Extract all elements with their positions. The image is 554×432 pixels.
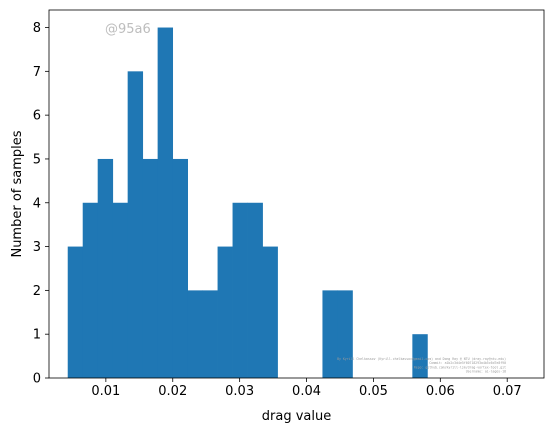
histogram-bar (187, 290, 203, 378)
histogram-bar (232, 202, 248, 378)
histogram-bar (322, 290, 338, 378)
x-axis-label: drag value (262, 409, 331, 424)
x-tick-label: 0.06 (426, 384, 455, 399)
histogram-bar (157, 27, 174, 379)
y-tick-label: 5 (33, 152, 41, 167)
histogram-bar (97, 158, 114, 378)
histogram-bar (412, 334, 428, 378)
histogram-bar (142, 158, 159, 378)
y-tick-label: 2 (33, 284, 41, 299)
histogram-bar (202, 290, 218, 378)
plot-frame (48, 9, 545, 379)
x-axis-ticks: 0.01 0.02 0.03 0.04 0.05 0.06 0.07 (91, 378, 522, 399)
histogram-bars (67, 27, 428, 379)
histogram-bar (172, 158, 188, 378)
watermark-text: @95a6 (105, 22, 151, 37)
y-tick-label: 8 (33, 21, 41, 36)
histogram-bar (217, 246, 233, 378)
histogram-bar (262, 246, 278, 378)
histogram-bar (127, 71, 144, 378)
histogram-bar (112, 202, 129, 378)
credit-line: Repo: github.com/kyrill-ljm/drag-vortex-… (414, 365, 506, 369)
y-tick-label: 3 (33, 240, 41, 255)
y-tick-label: 7 (33, 65, 41, 80)
credit-line: Username: ai-lagos-18 (466, 370, 506, 374)
y-tick-label: 4 (33, 196, 41, 211)
y-axis-label: Number of samples (10, 130, 25, 257)
histogram-bar (67, 246, 84, 378)
histogram-bar (247, 202, 263, 378)
x-tick-label: 0.01 (91, 384, 120, 399)
x-tick-label: 0.07 (493, 384, 522, 399)
x-tick-label: 0.04 (292, 384, 321, 399)
credit-line: By Kyrill Chelkassov (Kyrill.chelkassov@… (337, 357, 506, 361)
y-tick-label: 0 (33, 372, 41, 387)
x-tick-label: 0.05 (359, 384, 388, 399)
credit-line: Commit: a1b2c3d4e5f60718293a4b5c6d7e8f90 (429, 361, 506, 365)
y-axis-ticks: 0 1 2 3 4 5 6 7 8 (33, 21, 49, 387)
histogram-bar (337, 290, 353, 378)
histogram-bar (82, 202, 99, 378)
x-tick-label: 0.02 (158, 384, 187, 399)
y-tick-label: 1 (33, 328, 41, 343)
credit-block: By Kyrill Chelkassov (Kyrill.chelkassov@… (337, 357, 506, 374)
y-tick-label: 6 (33, 109, 41, 124)
x-tick-label: 0.03 (225, 384, 254, 399)
